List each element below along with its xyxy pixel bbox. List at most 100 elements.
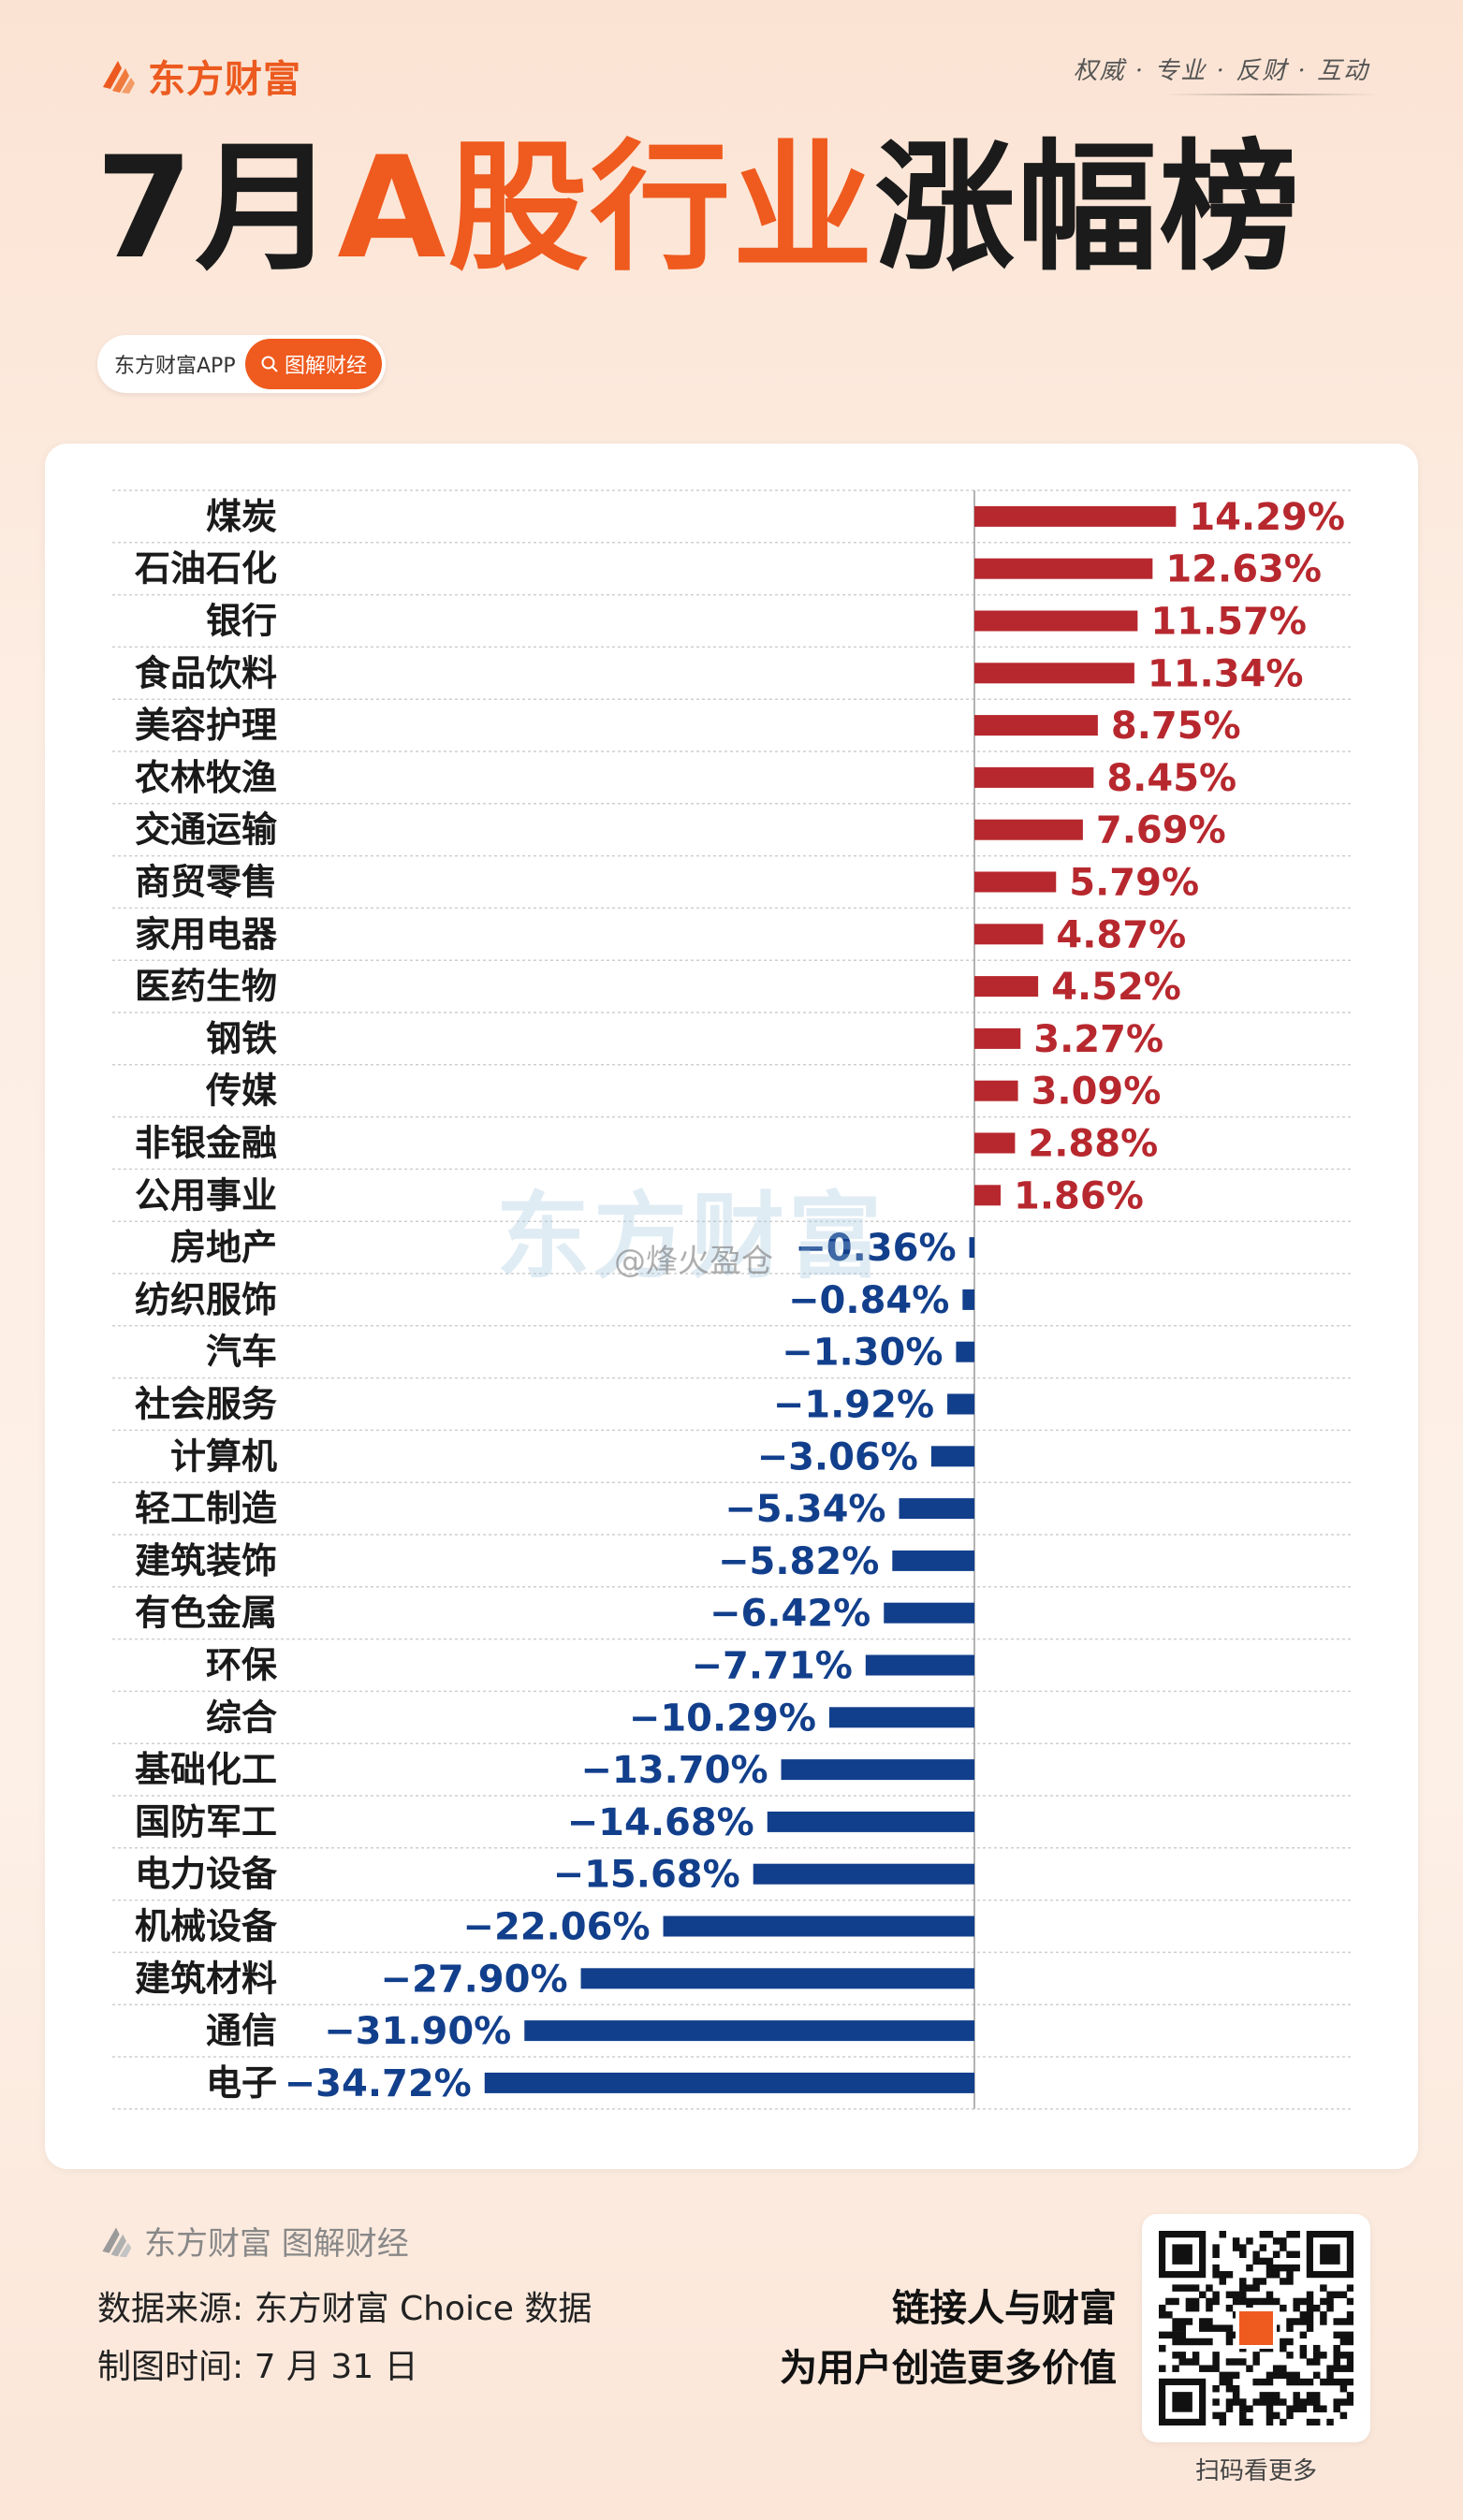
brand-logo-icon [102,2226,132,2257]
footer-brand-label: 东方财富 图解财经 [144,2225,409,2263]
chart-card [45,444,1418,2169]
category-label: 通信 [206,2010,277,2051]
category-label: 房地产 [170,1227,277,1268]
watermark-text: 东方财富 [496,1182,885,1291]
category-label: 电力设备 [135,1854,278,1895]
bar [974,1027,1021,1049]
category-label: 商贸零售 [135,862,277,903]
bar [974,505,1177,527]
bar [974,610,1138,632]
bar [974,766,1094,788]
value-label: 12.63% [1165,548,1322,591]
weibo-watermark: @烽火盈仓 [614,1243,773,1280]
category-label: 公用事业 [135,1174,277,1216]
category-label: 国防军工 [135,1801,277,1843]
bar [969,1237,974,1259]
bar [865,1654,974,1676]
value-label: 2.88% [1028,1123,1158,1166]
category-label: 汽车 [206,1332,277,1373]
bar [767,1811,974,1832]
category-label: 有色金属 [135,1593,277,1634]
category-label: 机械设备 [135,1906,278,1947]
tagline-1: 链接人与财富 [892,2287,1117,2330]
value-label: −22.06% [462,1906,650,1949]
bar [974,1132,1016,1154]
category-label: 医药生物 [135,966,277,1007]
category-label: 社会服务 [135,1384,277,1425]
pill-app-label: 东方财富APP [114,355,236,378]
title-highlight: A股行业 [337,127,875,290]
pill-button-label: 图解财经 [284,355,367,378]
value-label: 14.29% [1189,496,1345,539]
value-label: 8.75% [1111,705,1241,748]
slogan: 权威 · 专业 · 反财 · 互动 [1073,57,1369,85]
qr-caption: 扫码看更多 [1194,2457,1317,2485]
app-pill[interactable]: 东方财富APP 图解财经 [97,335,386,393]
bar [524,2020,974,2042]
category-label: 食品饮料 [135,652,277,693]
bar [962,1289,974,1310]
category-label: 建筑装饰 [135,1540,277,1581]
value-label: −14.68% [567,1801,754,1844]
value-label: −7.71% [692,1645,853,1688]
pill-tujie-button[interactable]: 图解财经 [245,339,382,389]
value-label: 7.69% [1096,809,1226,852]
bar [974,663,1134,684]
value-label: −1.92% [773,1384,934,1427]
brand: 东方财富 [97,49,301,103]
brand-name: 东方财富 [148,58,301,101]
bar [899,1498,974,1520]
value-label: −0.84% [788,1279,949,1322]
value-label: −3.06% [757,1435,918,1478]
bar [484,2072,974,2093]
value-label: −15.68% [553,1854,740,1897]
bar [974,558,1153,579]
category-label: 计算机 [170,1435,277,1477]
value-label: −5.82% [718,1540,879,1583]
category-label: 银行 [206,601,277,642]
title-suffix: 涨幅榜 [874,127,1302,290]
bar [974,1080,1018,1101]
title-month: 7月 [95,127,338,290]
value-label: 11.57% [1150,601,1307,644]
value-label: −31.90% [324,2010,511,2053]
category-label: 轻工制造 [135,1488,277,1529]
bar [663,1915,974,1937]
slogan-underline [1163,94,1379,95]
footer-brand: 东方财富 图解财经 [97,2218,409,2264]
category-label: 建筑材料 [135,1958,277,1999]
value-label: 3.27% [1033,1018,1163,1061]
value-label: 11.34% [1148,652,1304,695]
bar [930,1446,974,1467]
value-label: −5.34% [724,1488,885,1531]
category-label: 钢铁 [206,1018,277,1059]
value-label: −13.70% [580,1749,768,1792]
qr-code-icon [1159,2231,1353,2425]
bar [580,1968,974,1989]
category-label: 传媒 [205,1071,277,1112]
category-label: 家用电器 [135,913,278,954]
value-label: 5.79% [1069,862,1199,905]
value-label: −6.42% [710,1593,870,1636]
bar [974,819,1083,840]
brand-logo-icon [103,61,135,94]
qr-code[interactable] [1142,2214,1370,2442]
tagline-2: 为用户创造更多价值 [780,2347,1117,2390]
value-label: 3.09% [1031,1071,1162,1114]
search-icon [261,356,278,372]
value-label: −34.72% [285,2062,472,2105]
value-label: −0.36% [795,1227,956,1270]
bar [828,1707,974,1728]
value-label: −1.30% [782,1332,943,1375]
bar [974,976,1039,998]
bar [974,715,1098,736]
value-label: 8.45% [1106,757,1236,800]
category-label: 环保 [206,1645,278,1686]
page-title: 7月A股行业涨幅榜 [95,138,1301,279]
bar [974,1185,1002,1206]
category-label: 纺织服饰 [135,1279,277,1320]
value-label: −10.29% [629,1697,816,1740]
bar [781,1759,974,1781]
category-label: 综合 [206,1697,277,1738]
value-label: 4.87% [1056,913,1186,956]
